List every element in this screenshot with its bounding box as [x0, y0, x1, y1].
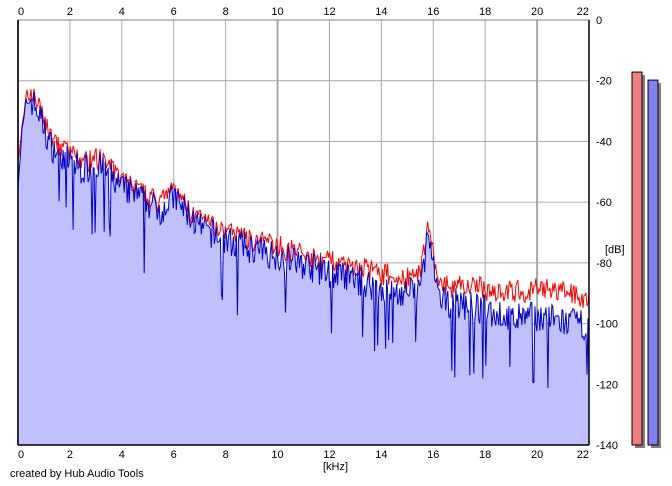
blue-channel-line — [17, 91, 590, 388]
x-tick-label-top: 18 — [479, 6, 491, 18]
x-tick-label-top: 12 — [323, 6, 335, 18]
x-tick-label-bottom: 6 — [171, 449, 177, 461]
credit-text: created by Hub Audio Tools — [10, 468, 144, 480]
x-tick-label-bottom: 14 — [375, 449, 387, 461]
x-tick-label-bottom: 8 — [223, 449, 229, 461]
y-tick-label: -40 — [596, 136, 612, 148]
axes — [17, 19, 590, 446]
x-tick-label-top: 10 — [271, 6, 283, 18]
y-tick-label: -20 — [596, 76, 612, 88]
x-tick-label-top: 20 — [531, 6, 543, 18]
level-meters — [631, 71, 661, 448]
x-axis-label: [kHz] — [323, 461, 349, 473]
x-tick-label-bottom: 12 — [323, 449, 335, 461]
x-tick-label-bottom: 18 — [479, 449, 491, 461]
y-tick-label: -120 — [596, 379, 618, 391]
x-tick-label-top: 0 — [18, 6, 24, 18]
red-channel-line — [17, 88, 590, 308]
x-tick-label-bottom: 22 — [577, 449, 589, 461]
x-tick-label-bottom: 4 — [119, 449, 125, 461]
x-tick-label-bottom: 16 — [427, 449, 439, 461]
y-tick-label: -100 — [596, 319, 618, 331]
level-meter-bar — [631, 71, 643, 446]
y-axis-label: [dB] — [605, 244, 625, 256]
x-tick-label-bottom: 10 — [271, 449, 283, 461]
x-tick-label-bottom: 20 — [531, 449, 543, 461]
y-tick-label: -80 — [596, 258, 612, 270]
x-tick-label-top: 6 — [171, 6, 177, 18]
y-tick-label: -140 — [596, 440, 618, 452]
x-tick-label-top: 2 — [67, 6, 73, 18]
x-tick-label-bottom: 0 — [18, 449, 24, 461]
x-tick-label-bottom: 2 — [67, 449, 73, 461]
y-tick-label: -60 — [596, 197, 612, 209]
x-tick-label-top: 4 — [119, 6, 125, 18]
red-channel-trace — [17, 88, 590, 308]
x-tick-label-top: 14 — [375, 6, 387, 18]
y-tick-label: 0 — [596, 15, 602, 27]
blue-channel-trace — [17, 91, 590, 388]
level-meter-bar — [647, 79, 659, 446]
x-tick-label-top: 8 — [223, 6, 229, 18]
tick-labels: 0-20-40-60-80-100-120-140002244668810101… — [18, 6, 618, 461]
x-tick-label-top: 16 — [427, 6, 439, 18]
x-tick-label-top: 22 — [577, 6, 589, 18]
